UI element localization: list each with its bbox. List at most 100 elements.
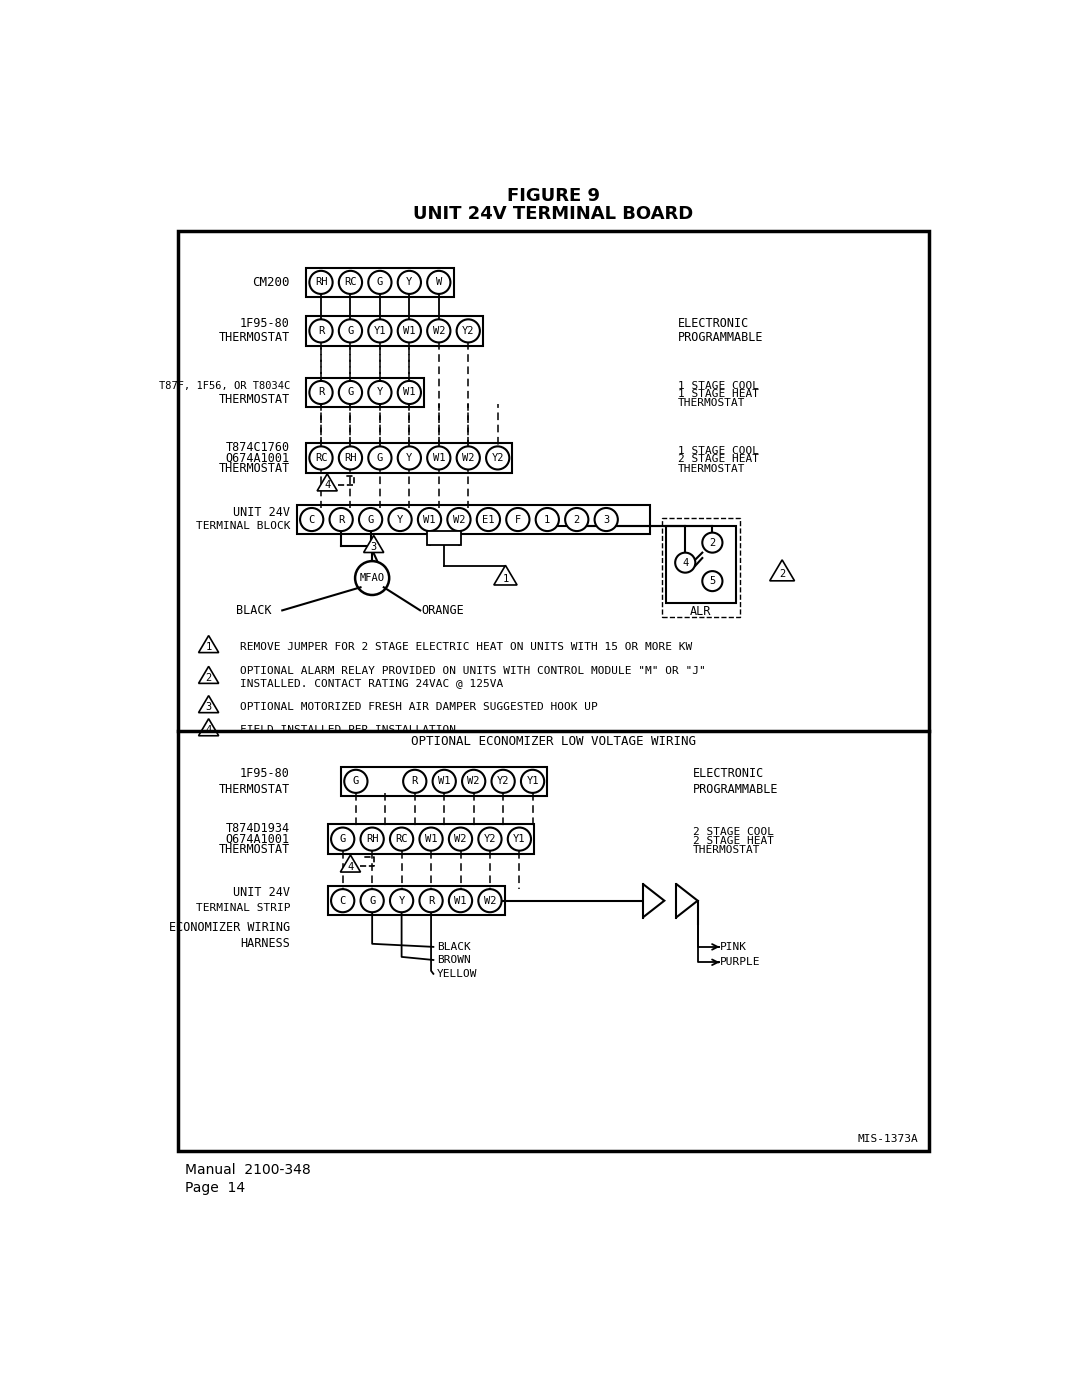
Bar bbox=[307, 316, 483, 345]
Polygon shape bbox=[676, 884, 698, 918]
Text: C: C bbox=[309, 514, 315, 524]
Circle shape bbox=[309, 271, 333, 293]
Circle shape bbox=[433, 770, 456, 793]
Text: RH: RH bbox=[366, 834, 378, 844]
Text: RC: RC bbox=[314, 453, 327, 462]
Text: THERMOSTAT: THERMOSTAT bbox=[219, 331, 291, 344]
Circle shape bbox=[447, 509, 471, 531]
Text: ORANGE: ORANGE bbox=[422, 604, 464, 617]
Polygon shape bbox=[199, 718, 218, 736]
Text: W2: W2 bbox=[484, 895, 496, 905]
Text: OPTIONAL ALARM RELAY PROVIDED ON UNITS WITH CONTROL MODULE "M" OR "J": OPTIONAL ALARM RELAY PROVIDED ON UNITS W… bbox=[240, 666, 705, 676]
Text: R: R bbox=[411, 777, 418, 787]
Circle shape bbox=[702, 571, 723, 591]
Text: W2: W2 bbox=[455, 834, 467, 844]
Text: 2: 2 bbox=[710, 538, 715, 548]
Text: 1 STAGE COOL: 1 STAGE COOL bbox=[677, 446, 758, 455]
Text: 1: 1 bbox=[205, 643, 212, 652]
Text: Y2: Y2 bbox=[491, 453, 504, 462]
Text: F: F bbox=[515, 514, 521, 524]
Text: W2: W2 bbox=[433, 326, 445, 335]
Polygon shape bbox=[199, 666, 218, 683]
Circle shape bbox=[457, 320, 480, 342]
Text: W1: W1 bbox=[424, 834, 437, 844]
Text: Y: Y bbox=[399, 895, 405, 905]
Text: Y1: Y1 bbox=[513, 834, 526, 844]
Circle shape bbox=[332, 827, 354, 851]
Text: Q674A1001: Q674A1001 bbox=[226, 451, 291, 464]
Text: PINK: PINK bbox=[720, 942, 747, 951]
Circle shape bbox=[368, 447, 392, 469]
Circle shape bbox=[390, 827, 414, 851]
Text: Y: Y bbox=[377, 387, 383, 398]
Text: ALR: ALR bbox=[690, 605, 712, 619]
Circle shape bbox=[675, 553, 696, 573]
Circle shape bbox=[339, 447, 362, 469]
Circle shape bbox=[309, 447, 333, 469]
Bar bbox=[307, 377, 424, 407]
Text: W2: W2 bbox=[462, 453, 474, 462]
Text: THERMOSTAT: THERMOSTAT bbox=[219, 393, 291, 407]
Bar bbox=[666, 525, 735, 602]
Text: RC: RC bbox=[345, 278, 356, 288]
Text: TERMINAL STRIP: TERMINAL STRIP bbox=[195, 904, 291, 914]
Text: E1: E1 bbox=[482, 514, 495, 524]
Text: OPTIONAL MOTORIZED FRESH AIR DAMPER SUGGESTED HOOK UP: OPTIONAL MOTORIZED FRESH AIR DAMPER SUGG… bbox=[240, 701, 597, 711]
Circle shape bbox=[332, 888, 354, 912]
Circle shape bbox=[702, 532, 723, 553]
Circle shape bbox=[491, 770, 515, 793]
Circle shape bbox=[428, 271, 450, 293]
Text: 4: 4 bbox=[205, 725, 212, 735]
Text: FIELD INSTALLED PER INSTALLATION: FIELD INSTALLED PER INSTALLATION bbox=[240, 725, 456, 735]
Circle shape bbox=[476, 509, 500, 531]
Bar bbox=[328, 886, 504, 915]
Text: W1: W1 bbox=[423, 514, 435, 524]
Text: 4: 4 bbox=[683, 557, 688, 567]
Text: TERMINAL BLOCK: TERMINAL BLOCK bbox=[195, 521, 291, 531]
Polygon shape bbox=[643, 884, 664, 918]
Text: Y1: Y1 bbox=[374, 326, 387, 335]
Text: THERMOSTAT: THERMOSTAT bbox=[219, 462, 291, 475]
Text: REMOVE JUMPER FOR 2 STAGE ELECTRIC HEAT ON UNITS WITH 15 OR MORE KW: REMOVE JUMPER FOR 2 STAGE ELECTRIC HEAT … bbox=[240, 641, 692, 651]
Text: Page  14: Page 14 bbox=[186, 1180, 245, 1194]
Text: YELLOW: YELLOW bbox=[437, 970, 477, 979]
Text: W: W bbox=[435, 278, 442, 288]
Circle shape bbox=[428, 320, 450, 342]
Text: G: G bbox=[377, 453, 383, 462]
Text: BLACK: BLACK bbox=[235, 604, 271, 617]
Text: 3: 3 bbox=[205, 703, 212, 712]
Polygon shape bbox=[364, 535, 383, 552]
Circle shape bbox=[478, 827, 501, 851]
Text: THERMOSTAT: THERMOSTAT bbox=[219, 782, 291, 795]
Text: 4: 4 bbox=[324, 481, 330, 490]
Text: PROGRAMMABLE: PROGRAMMABLE bbox=[693, 782, 779, 795]
Circle shape bbox=[361, 827, 383, 851]
Text: G: G bbox=[348, 387, 353, 398]
Text: G: G bbox=[367, 514, 374, 524]
Text: 2 STAGE HEAT: 2 STAGE HEAT bbox=[677, 454, 758, 464]
Text: 1: 1 bbox=[544, 514, 551, 524]
Text: W1: W1 bbox=[403, 387, 416, 398]
Text: Manual  2100-348: Manual 2100-348 bbox=[186, 1164, 311, 1178]
Circle shape bbox=[309, 320, 333, 342]
Text: Y: Y bbox=[397, 514, 403, 524]
Text: Y2: Y2 bbox=[484, 834, 496, 844]
Bar bbox=[428, 531, 461, 545]
Text: ELECTRONIC: ELECTRONIC bbox=[693, 767, 765, 780]
Circle shape bbox=[449, 888, 472, 912]
Text: RC: RC bbox=[395, 834, 408, 844]
Text: G: G bbox=[339, 834, 346, 844]
Circle shape bbox=[419, 827, 443, 851]
Circle shape bbox=[507, 509, 529, 531]
Text: R: R bbox=[318, 387, 324, 398]
Polygon shape bbox=[199, 696, 218, 712]
Circle shape bbox=[329, 509, 353, 531]
Text: 2: 2 bbox=[573, 514, 580, 524]
Text: W2: W2 bbox=[453, 514, 465, 524]
Circle shape bbox=[339, 381, 362, 404]
Text: Y2: Y2 bbox=[462, 326, 474, 335]
Text: Q674A1001: Q674A1001 bbox=[226, 833, 291, 845]
Text: Y: Y bbox=[406, 453, 413, 462]
Text: ELECTRONIC: ELECTRONIC bbox=[677, 317, 748, 331]
Text: MFAO: MFAO bbox=[360, 573, 384, 583]
